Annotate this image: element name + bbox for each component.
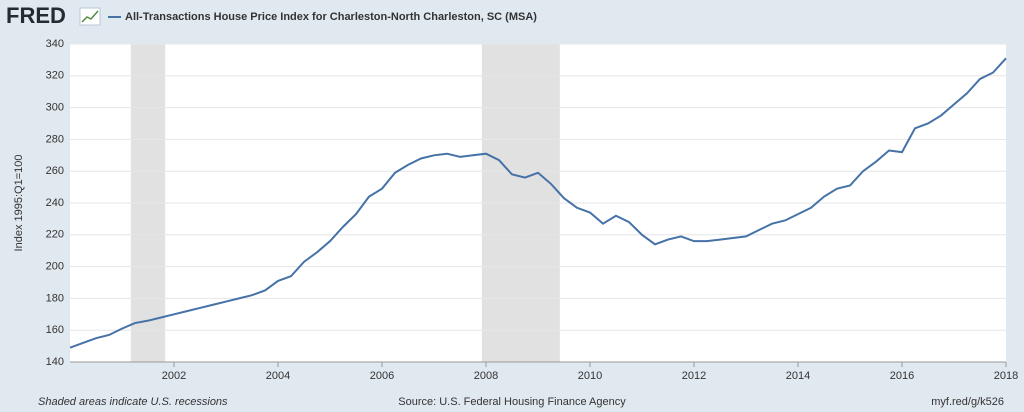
y-tick-label: 260 bbox=[46, 165, 64, 177]
x-tick-label: 2006 bbox=[370, 370, 394, 382]
footer-note: Shaded areas indicate U.S. recessions bbox=[38, 396, 228, 408]
footer-source: Source: U.S. Federal Housing Finance Age… bbox=[398, 396, 626, 408]
y-axis-label: Index 1995:Q1=100 bbox=[13, 155, 25, 252]
x-tick-label: 2018 bbox=[994, 370, 1018, 382]
series-line bbox=[69, 57, 1007, 349]
x-tick-label: 2012 bbox=[682, 370, 706, 382]
y-tick-label: 240 bbox=[46, 197, 64, 209]
y-tick-label: 340 bbox=[46, 38, 64, 50]
x-tick-label: 2004 bbox=[266, 370, 290, 382]
y-tick-label: 300 bbox=[46, 102, 64, 114]
y-tick-label: 180 bbox=[46, 292, 64, 304]
x-tick-label: 2008 bbox=[474, 370, 498, 382]
y-tick-label: 140 bbox=[46, 356, 64, 368]
footer-link: myf.red/g/k526 bbox=[931, 396, 1004, 408]
y-tick-label: 320 bbox=[46, 70, 64, 82]
logo: FRED bbox=[6, 3, 66, 28]
x-tick-label: 2014 bbox=[786, 370, 810, 382]
y-tick-label: 200 bbox=[46, 261, 64, 273]
x-tick-label: 2016 bbox=[890, 370, 914, 382]
x-tick-label: 2010 bbox=[578, 370, 602, 382]
logo-icon bbox=[79, 7, 101, 26]
x-tick-label: 2002 bbox=[162, 370, 186, 382]
y-tick-label: 220 bbox=[46, 229, 64, 241]
legend-label: All-Transactions House Price Index for C… bbox=[125, 11, 537, 23]
y-tick-label: 280 bbox=[46, 133, 64, 145]
y-tick-label: 160 bbox=[46, 324, 64, 336]
